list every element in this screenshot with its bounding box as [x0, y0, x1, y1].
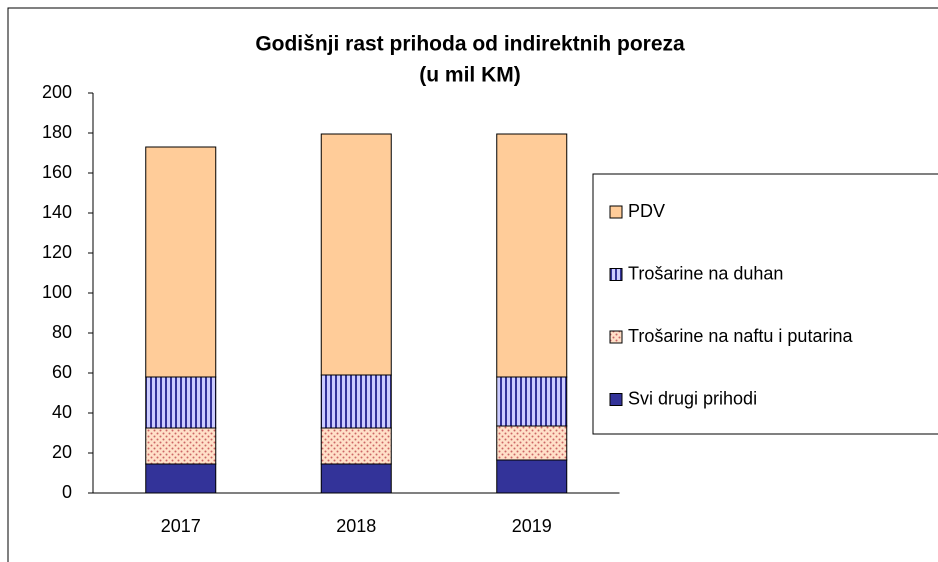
legend-label: Trošarine na naftu i putarina [628, 326, 853, 346]
y-tick-label: 0 [62, 482, 72, 502]
bar-segment [496, 133, 568, 378]
chart-subtitle: (u mil KM) [419, 64, 520, 87]
y-tick-label: 100 [42, 282, 72, 302]
chart-frame [7, 7, 938, 562]
bar-segment [145, 427, 217, 465]
legend-label: PDV [628, 201, 665, 221]
y-tick-label: 140 [42, 202, 72, 222]
y-tick-label: 180 [42, 122, 72, 142]
y-tick-label: 80 [52, 322, 72, 342]
x-tick-label: 2018 [336, 516, 376, 536]
bar-segment [145, 376, 217, 429]
y-tick-label: 60 [52, 362, 72, 382]
bar-segment [496, 376, 568, 427]
x-tick-label: 2017 [161, 516, 201, 536]
y-tick-label: 200 [42, 82, 72, 102]
bar-segment [320, 374, 392, 429]
legend-box [592, 173, 938, 435]
chart-title: Godišnji rast prihoda od indirektnih por… [255, 33, 685, 56]
y-tick-label: 120 [42, 242, 72, 262]
legend-swatch [609, 268, 623, 281]
bar-segment [496, 459, 568, 494]
y-tick-label: 20 [52, 442, 72, 462]
y-tick-label: 160 [42, 162, 72, 182]
bar-segment [320, 427, 392, 465]
legend-swatch [609, 205, 623, 219]
bar-segment [320, 133, 392, 376]
legend-swatch [609, 330, 623, 344]
x-tick-label: 2019 [512, 516, 552, 536]
y-tick-label: 40 [52, 402, 72, 422]
bar-segment [320, 463, 392, 494]
bar-segment [145, 146, 217, 378]
bar-segment [145, 463, 217, 494]
bar-segment [496, 425, 568, 461]
legend-label: Svi drugi prihodi [628, 388, 757, 408]
legend-swatch [609, 393, 623, 406]
legend-label: Trošarine na duhan [628, 263, 783, 283]
